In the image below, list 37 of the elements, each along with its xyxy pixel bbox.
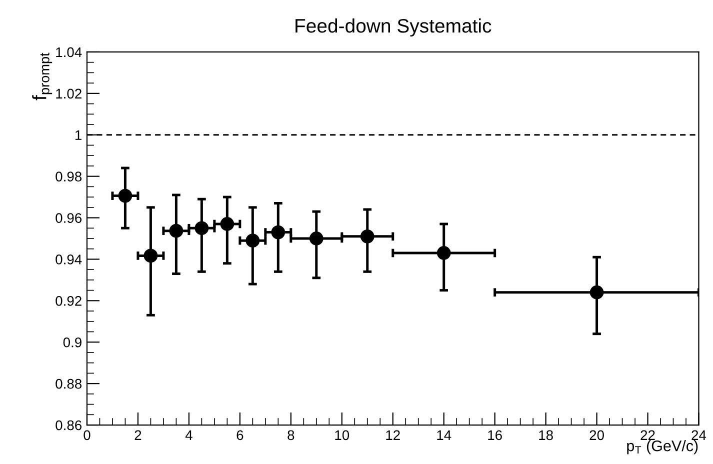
point <box>309 232 324 246</box>
point <box>144 248 158 263</box>
y-tick-label: 0.96 <box>56 213 82 223</box>
point <box>246 234 260 248</box>
y-tick-label: 0.94 <box>56 254 82 264</box>
x-tick-label: 16 <box>488 430 502 440</box>
chart-title: Feed-down Systematic <box>296 18 492 37</box>
x-tick-label: 4 <box>185 430 192 440</box>
y-tick-label: 0.92 <box>56 296 82 306</box>
point <box>360 229 374 244</box>
x-tick-label: 14 <box>437 430 452 440</box>
y-tick-label: 0.88 <box>56 378 82 389</box>
x-tick-label: 12 <box>386 430 400 440</box>
x-tick-label: 22 <box>640 430 655 440</box>
y-tick-label: 1.04 <box>56 47 82 58</box>
x-tick-label: 18 <box>539 430 553 440</box>
x-tick-label: 2 <box>134 430 142 440</box>
y-axis-title: f$_{prompt}$ <box>32 52 52 100</box>
point <box>590 285 604 300</box>
y-tick-label: 0.86 <box>56 420 82 430</box>
point <box>271 225 286 240</box>
point <box>169 224 184 238</box>
y-tick-label: 1 <box>75 130 82 140</box>
y-tick-label: 0.98 <box>56 172 82 182</box>
x-tick-label: 20 <box>590 430 604 440</box>
x-tick-label: 0 <box>84 430 90 440</box>
x-axis-title: p$_{T}$ (GeV/c) <box>627 440 698 454</box>
point <box>118 188 132 203</box>
y-tick-label: 0.9 <box>63 337 82 348</box>
x-tick-label: 8 <box>288 430 294 440</box>
x-tick-label: 6 <box>236 430 244 440</box>
point <box>436 246 451 260</box>
x-tick-label: 24 <box>692 430 706 440</box>
y-tick-label: 1.02 <box>56 88 82 99</box>
x-tick-label: 10 <box>335 430 350 440</box>
point <box>194 221 209 236</box>
point <box>220 217 234 231</box>
